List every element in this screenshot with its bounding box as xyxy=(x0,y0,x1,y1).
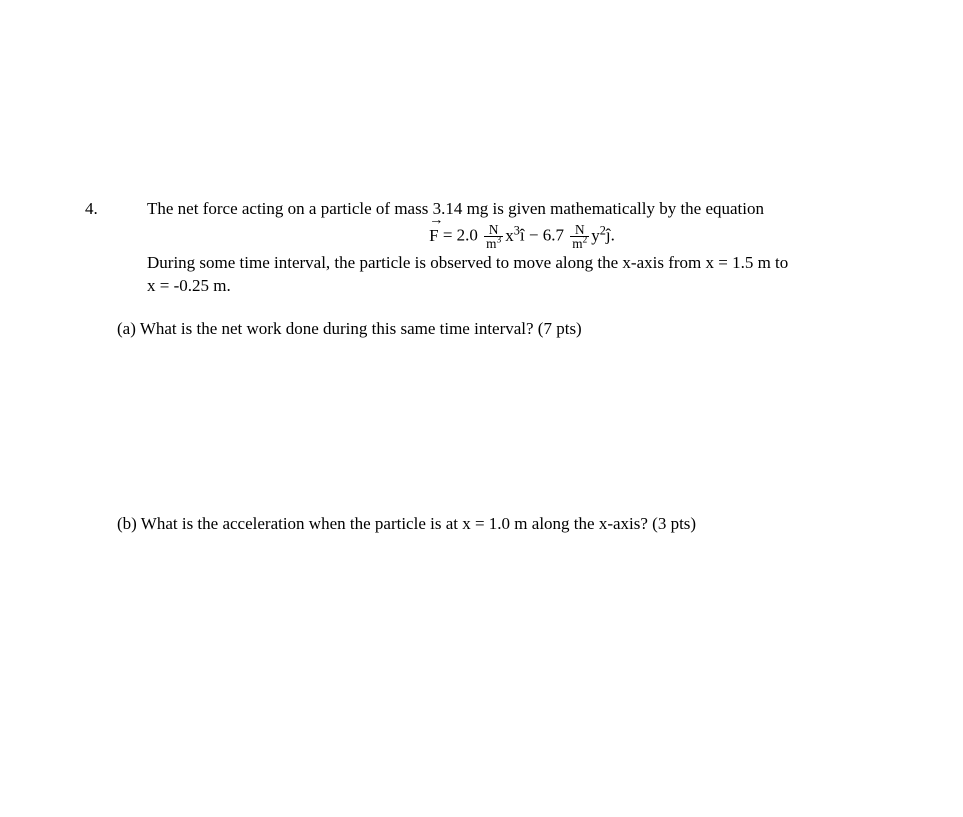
part-b-text: What is the acceleration when the partic… xyxy=(141,514,696,533)
part-b-label: (b) xyxy=(117,514,137,533)
y-term: y2 xyxy=(591,226,606,245)
intro-line-2a: During some time interval, the particle … xyxy=(147,252,897,275)
fraction-1-den: m3 xyxy=(484,236,503,250)
fraction-1: N m3 xyxy=(484,223,503,251)
part-a-text: What is the net work done during this sa… xyxy=(140,319,582,338)
vector-F: → F xyxy=(429,225,438,248)
coeff-2: 6.7 xyxy=(543,226,564,245)
intro-line-1: The net force acting on a particle of ma… xyxy=(147,198,897,221)
part-a-label: (a) xyxy=(117,319,136,338)
page: 4. The net force acting on a particle of… xyxy=(0,0,963,817)
vector-arrow-icon: → xyxy=(429,211,443,231)
part-b: (b) What is the acceleration when the pa… xyxy=(117,513,897,536)
question-number: 4. xyxy=(85,198,98,221)
coeff-1: 2.0 xyxy=(457,226,478,245)
x-term: x3 xyxy=(505,226,520,245)
minus-sign: − xyxy=(525,226,543,245)
fraction-2-den: m2 xyxy=(570,236,589,250)
intro-line-2b: x = -0.25 m. xyxy=(147,275,897,298)
fraction-2: N m2 xyxy=(570,223,589,251)
eq-period: . xyxy=(611,226,615,245)
part-a: (a) What is the net work done during thi… xyxy=(117,318,897,341)
question-body: The net force acting on a particle of ma… xyxy=(147,198,897,298)
force-equation: → F = 2.0 N m3 x3î − 6.7 N m2 y2ĵ. xyxy=(147,223,897,251)
